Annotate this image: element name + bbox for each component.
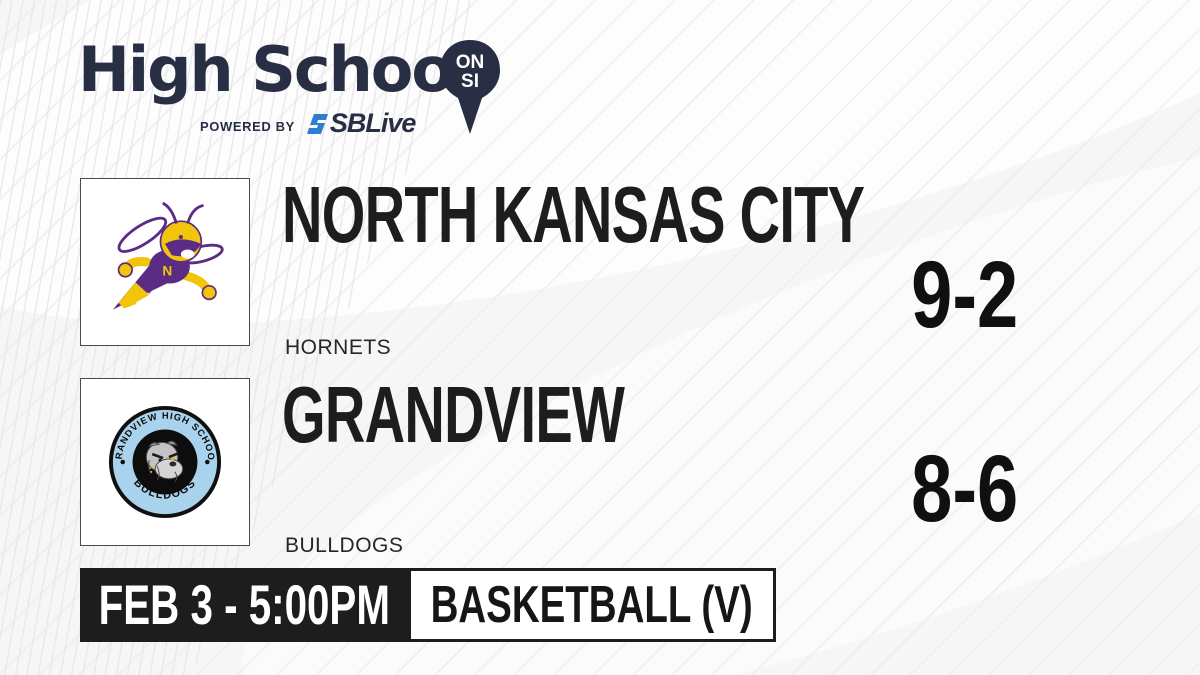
hornet-letter: N <box>162 264 172 279</box>
team1-record: 9-2 <box>911 242 1019 348</box>
sport-label: BASKETBALL (V) <box>430 576 754 634</box>
bulldog-badge-icon: GRANDVIEW HIGH SCHOOL BULLDOGS <box>106 403 222 519</box>
team1-logo-box: N <box>80 178 250 346</box>
team1-name: NORTH KANSAS CITY <box>282 170 865 259</box>
sblive-wordmark: SBLive <box>329 108 417 138</box>
powered-by-row: POWERED BY SBLive <box>200 108 416 139</box>
on-si-pin-icon: ON SI <box>437 38 503 141</box>
team2-name: GRANDVIEW <box>282 370 625 459</box>
date-time-label: FEB 3 - 5:00PM <box>98 573 390 636</box>
team2-mascot-label: BULLDOGS <box>285 534 404 557</box>
team1-mascot-label: HORNETS <box>285 336 392 359</box>
sblive-logo: SBLive <box>305 108 416 139</box>
sport-box: BASKETBALL (V) <box>408 568 776 642</box>
pin-text-on: ON <box>456 52 485 73</box>
powered-by-label: POWERED BY <box>200 119 295 134</box>
team2-record: 8-6 <box>911 436 1019 542</box>
date-time-box: FEB 3 - 5:00PM <box>80 568 408 642</box>
brand-title: High School <box>78 33 473 106</box>
pin-text-si: SI <box>461 71 479 92</box>
team2-logo-box: GRANDVIEW HIGH SCHOOL BULLDOGS <box>80 378 250 546</box>
sblive-bolt-icon <box>306 113 328 134</box>
hornet-mascot-icon: N <box>112 201 224 310</box>
